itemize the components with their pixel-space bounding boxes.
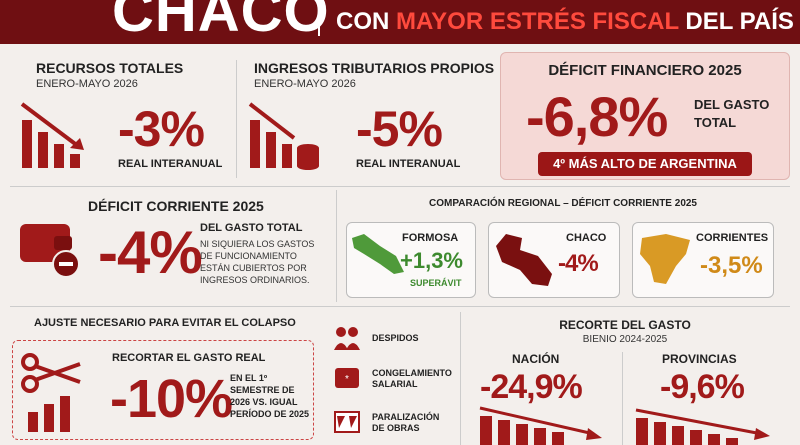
- comparison-panel: [336, 190, 790, 302]
- subtitle-highlight: MAYOR ESTRÉS FISCAL: [396, 8, 679, 35]
- action: RECORTAR EL GASTO REAL: [112, 352, 266, 364]
- province-name: FORMOSA: [402, 232, 459, 244]
- panel-title: DÉFICIT FINANCIERO 2025: [548, 62, 742, 79]
- item-name: NACIÓN: [512, 352, 560, 366]
- subtitle: CON MAYOR ESTRÉS FISCAL DEL PAÍS: [336, 8, 794, 36]
- panel-title: AJUSTE NECESARIO PARA EVITAR EL COLAPSO: [34, 317, 296, 329]
- panel-title: DÉFICIT CORRIENTE 2025: [88, 198, 264, 214]
- scissors-icon: [21, 353, 81, 432]
- panel-title: COMPARACIÓN REGIONAL – DÉFICIT CORRIENTE…: [429, 198, 697, 209]
- value-note: DEL GASTO TOTAL: [694, 97, 770, 130]
- value-note: EN EL 1º SEMESTRE DE 2026 VS. IGUAL PERÍ…: [230, 373, 310, 419]
- value: -10%: [110, 369, 233, 429]
- panel-title: INGRESOS TRIBUTARIOS PROPIOS: [254, 60, 495, 76]
- province-value: +1,3%: [400, 248, 463, 273]
- svg-text:*: *: [345, 374, 349, 385]
- formosa-map: [352, 234, 404, 274]
- badge: 4º MÁS ALTO DE ARGENTINA: [538, 152, 752, 176]
- item-name: PROVINCIAS: [662, 352, 737, 366]
- adjustment-box: [12, 340, 314, 440]
- wallet-icon: [20, 224, 80, 278]
- value: -3%: [118, 101, 205, 157]
- province-name: CHACO: [566, 232, 607, 244]
- subtitle-lead: CON: [336, 8, 390, 35]
- detail: NI SIQUIERA LOS GASTOS DE FUNCIONAMIENTO…: [200, 239, 315, 285]
- panel-title: RECURSOS TOTALES: [36, 60, 184, 76]
- item-value: -24,9%: [480, 368, 583, 406]
- province-note: SUPERÁVIT: [410, 278, 462, 288]
- item-value: -9,6%: [660, 368, 745, 406]
- measure: CONGELAMIENTO SALARIAL: [372, 368, 452, 389]
- chaco-map: [496, 234, 552, 286]
- panel-period: ENERO-MAYO 2026: [36, 78, 138, 90]
- province-name: CORRIENTES: [696, 232, 769, 244]
- panel-period: BIENIO 2024-2025: [582, 334, 668, 345]
- subtitle-tail: DEL PAÍS: [685, 8, 794, 35]
- value-note: REAL INTERANUAL: [356, 158, 461, 170]
- province-value: -4%: [558, 250, 599, 277]
- corrientes-map: [640, 234, 690, 284]
- divider: [622, 352, 623, 445]
- measure: DESPIDOS: [372, 333, 419, 343]
- value-note: DEL GASTO TOTAL: [200, 222, 303, 234]
- title: CHACO: [112, 0, 330, 44]
- divider: [10, 306, 790, 307]
- value: -6,8%: [526, 85, 668, 148]
- panel-period: ENERO-MAYO 2026: [254, 78, 356, 90]
- value-note: REAL INTERANUAL: [118, 158, 223, 170]
- header: [0, 0, 800, 44]
- divider: [236, 60, 237, 178]
- measure-icons: *: [334, 327, 360, 433]
- falling-bars-icon: [479, 406, 602, 445]
- divider: [10, 186, 790, 187]
- falling-bars-icon: [635, 408, 770, 445]
- panel-title: RECORTE DEL GASTO: [559, 318, 691, 332]
- separator: [318, 6, 320, 36]
- falling-chart-icon: [20, 102, 84, 168]
- divider: [460, 312, 461, 445]
- value: -4%: [98, 219, 203, 286]
- falling-coins-icon: [248, 102, 319, 170]
- value: -5%: [356, 101, 443, 157]
- measure: PARALIZACIÓN DE OBRAS: [372, 412, 440, 433]
- province-card: [346, 222, 476, 298]
- province-value: -3,5%: [700, 252, 763, 279]
